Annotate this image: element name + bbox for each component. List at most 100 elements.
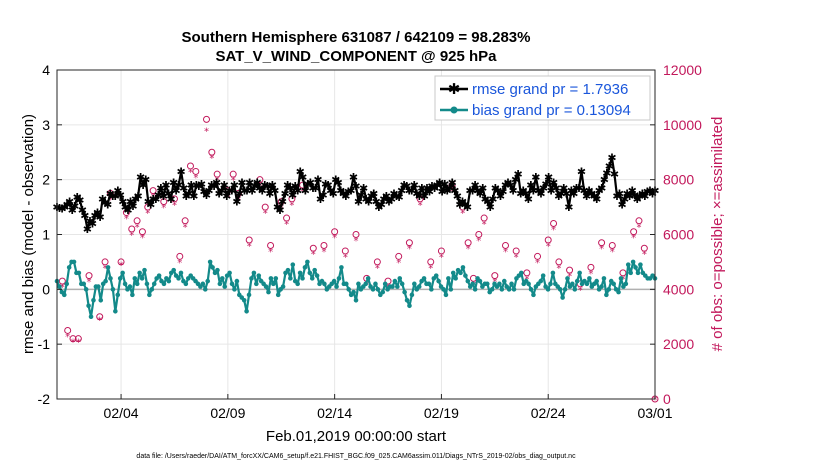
obs-assimilated-point: * — [311, 250, 316, 261]
bias-point — [156, 273, 162, 278]
bias-point — [526, 281, 531, 287]
rmse-point: ✱ — [597, 182, 606, 195]
bias-point — [57, 284, 62, 289]
rmse-point: ✱ — [258, 185, 267, 198]
obs-assimilated-point: * — [284, 220, 289, 231]
rmse-point: ✱ — [225, 185, 234, 198]
rmse-point: ✱ — [199, 186, 208, 199]
bias-point — [132, 276, 138, 281]
bias-point — [76, 270, 82, 276]
obs-assimilated-point: * — [103, 263, 108, 274]
obs-possible-point — [384, 277, 392, 285]
bias-point — [113, 308, 118, 314]
rmse-point: ✱ — [463, 201, 472, 214]
obs-possible-point — [64, 326, 72, 334]
bias-point — [397, 276, 403, 281]
rmse-point: ✱ — [113, 185, 122, 198]
rmse-point: ✱ — [248, 185, 257, 198]
obs-possible-point — [133, 217, 141, 225]
rmse-point: ✱ — [70, 200, 79, 213]
rmse-point: ✱ — [488, 193, 497, 206]
rmse-point: ✱ — [648, 187, 657, 200]
bias-point — [392, 278, 398, 284]
obs-possible-point — [186, 162, 194, 170]
rmse-point: ✱ — [481, 193, 490, 206]
rmse-point: ✱ — [628, 185, 637, 198]
rmse-point: ✱ — [544, 171, 553, 184]
rmse-point: ✱ — [93, 207, 102, 220]
bias-point — [122, 281, 128, 287]
rmse-point: ✱ — [407, 185, 416, 198]
rmse-point: ✱ — [311, 182, 320, 195]
rmse-point: ✱ — [346, 185, 355, 198]
rmse-point: ✱ — [306, 176, 315, 189]
obs-assimilated-point: * — [108, 195, 113, 206]
rmse-point: ✱ — [524, 193, 533, 206]
obs-assimilated-point: * — [610, 247, 615, 258]
bias-point — [565, 276, 570, 281]
bias-point — [273, 276, 279, 281]
legend-bias-marker — [450, 106, 458, 114]
obs-assimilated-point: * — [636, 222, 641, 233]
rmse-point: ✱ — [633, 193, 642, 206]
axis-ticks: -2 -1 0 1 2 3 4 0 2000 4000 6000 8000 10000 12000 02/0… — [38, 62, 703, 421]
rmse-point: ✱ — [362, 193, 371, 206]
bias-point — [81, 281, 87, 287]
bias-point — [202, 287, 208, 292]
obs-assimilated-point: * — [209, 154, 214, 165]
rmse-point: ✱ — [369, 187, 378, 200]
y-tick-label-right: 0 — [663, 391, 671, 407]
rmse-point: ✱ — [263, 180, 272, 193]
rmse-point: ✱ — [605, 160, 614, 173]
bias-point — [220, 276, 225, 281]
bias-point — [528, 287, 534, 292]
rmse-point: ✱ — [313, 174, 322, 187]
bias-point — [254, 281, 259, 287]
bias-point — [176, 276, 181, 281]
legend-box — [434, 75, 651, 121]
bias-point — [395, 284, 400, 289]
rmse-point: ✱ — [615, 187, 624, 200]
rmse-point: ✱ — [417, 182, 426, 195]
obs-possible-point — [523, 269, 531, 277]
rmse-point: ✱ — [384, 196, 393, 209]
bias-point — [538, 278, 544, 284]
bias-point — [443, 292, 449, 298]
obs-possible-point — [630, 228, 638, 236]
obs-assimilated-point: * — [460, 209, 465, 220]
bias-point — [61, 292, 67, 298]
obs-possible-point — [309, 244, 317, 252]
bias-point — [144, 281, 150, 287]
obs-assimilated-point: * — [588, 269, 593, 280]
obs-possible-point — [69, 335, 77, 343]
bias-point — [343, 281, 349, 287]
rmse-point: ✱ — [438, 186, 447, 199]
rmse-point: ✱ — [275, 204, 284, 217]
y-tick-label-right: 10000 — [663, 117, 702, 133]
rmse-point: ✱ — [554, 190, 563, 203]
rmse-point: ✱ — [344, 186, 353, 199]
rmse-point: ✱ — [318, 189, 327, 202]
rmse-point: ✱ — [227, 185, 236, 198]
rmse-point: ✱ — [341, 190, 350, 203]
bias-point — [625, 262, 631, 267]
obs-assimilated-point: * — [215, 176, 220, 187]
rmse-point: ✱ — [526, 179, 535, 192]
rmse-point: ✱ — [595, 185, 604, 198]
rmse-point: ✱ — [324, 179, 333, 192]
rmse-point: ✱ — [491, 182, 500, 195]
rmse-point: ✱ — [349, 171, 358, 184]
rmse-point: ✱ — [298, 171, 307, 184]
rmse-point: ✱ — [265, 187, 274, 200]
obs-possible-point — [373, 258, 381, 266]
rmse-point: ✱ — [486, 201, 495, 214]
rmse-point: ✱ — [465, 185, 474, 198]
rmse-point: ✱ — [379, 193, 388, 206]
rmse-point: ✱ — [356, 189, 365, 202]
bias-point — [453, 276, 458, 281]
rmse-point: ✱ — [638, 187, 647, 200]
rmse-point: ✱ — [590, 190, 599, 203]
rmse-point: ✱ — [204, 185, 213, 198]
rmse-point: ✱ — [498, 186, 507, 199]
rmse-point: ✱ — [521, 187, 530, 200]
